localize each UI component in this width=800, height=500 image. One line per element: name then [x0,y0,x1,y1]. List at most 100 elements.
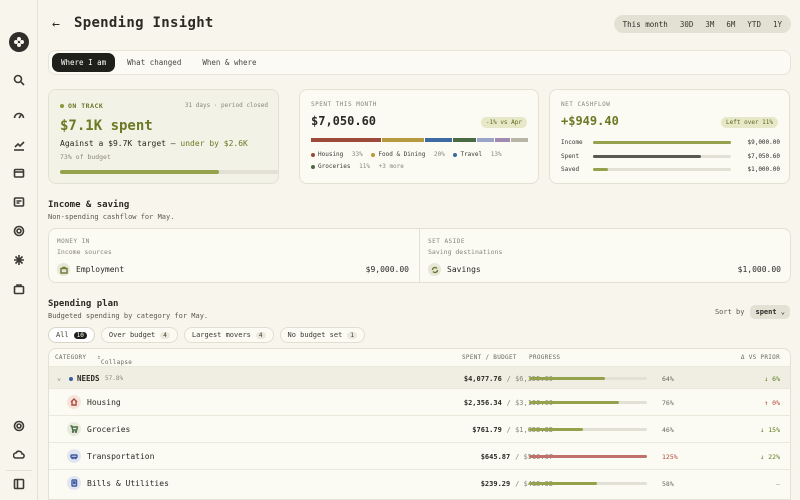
set-aside-sub: Saving destinations [428,248,503,256]
target-icon[interactable] [12,224,26,238]
page-title: Spending Insight [74,15,214,31]
tab-when-where[interactable]: When & where [202,58,257,67]
col-category: CATEGORY [55,354,87,361]
group-dot [69,377,73,381]
target-highlight: under by $2.6K [180,139,248,148]
group-name: NEEDS [77,374,100,383]
col-progress[interactable]: PROGRESS [529,354,561,361]
spent-this-month-card: SPENT THIS MONTH $7,050.60 -1% vs Apr Ho… [299,89,539,184]
cart-icon [67,422,81,436]
table-group-row[interactable]: ⌄ NEEDS 57.8% $4,077.76 / $6,355.00 64% … [49,366,790,388]
saving-destination-amount: $1,000.00 [737,265,781,274]
sort-select[interactable]: spent ⌄ [750,305,790,319]
app-logo[interactable] [9,32,29,52]
row-delta: — [776,480,780,488]
group-percent: 64% [662,375,674,383]
settings-icon[interactable] [12,419,26,433]
filter-largest-movers[interactable]: Largest movers 4 [183,327,274,343]
dashboard-icon[interactable] [12,109,26,123]
legend-item-groceries: Groceries 11% [311,163,370,170]
status-dot [60,104,64,108]
search-icon[interactable] [12,73,26,87]
filter-no-budget[interactable]: No budget set 1 [279,327,365,343]
filter-over-budget[interactable]: Over budget 4 [100,327,178,343]
stack-segment-3 [453,138,477,142]
range-6m[interactable]: 6M [726,19,736,29]
plan-section-title: Spending plan [48,299,119,309]
budget-status-card: ON TRACK 31 days · period closed $7.1K s… [48,89,279,184]
row-percent: 46% [662,426,674,434]
sidebar-toggle-icon[interactable] [12,477,26,491]
cloud-sync-icon[interactable] [12,448,26,462]
house-icon [67,395,81,409]
range-3m[interactable]: 3M [705,19,715,29]
car-icon [67,449,81,463]
money-in-panel: MONEY IN Income sources Employment $9,00… [49,229,420,282]
group-delta: ↓ 6% [764,375,780,383]
logo-icon [14,37,24,47]
cashflow-row-income: Income $9,000.00 [561,139,780,146]
plan-filters: All 10 Over budget 4 Largest movers 4 No bu… [48,327,371,343]
row-delta: ↓ 22% [760,453,780,461]
view-tabs: Where I am What changed When & where [48,50,791,75]
back-arrow-icon[interactable]: ← [52,17,60,32]
receipt-icon[interactable] [12,195,26,209]
legend-more[interactable]: +3 more [378,163,404,170]
sort-label: Sort by [714,308,745,316]
row-progress-bar [529,482,647,485]
row-progress-bar [529,428,647,431]
sparkle-icon[interactable] [12,253,26,267]
set-aside-label: SET ASIDE [428,238,466,245]
card-label: NET CASHFLOW [561,101,611,108]
col-spent-budget[interactable]: SPENT / BUDGET [462,354,517,361]
row-percent: 76% [662,399,674,407]
collapse-all-button[interactable]: ⇕ Collapse all [97,354,133,373]
plan-section-subtitle: Budgeted spending by category for May. [48,312,209,320]
col-delta[interactable]: Δ VS PRIOR [740,354,780,361]
sort-control: Sort by spent ⌄ [715,305,790,319]
briefcase-icon [57,263,70,276]
income-source-amount: $9,000.00 [365,265,409,274]
range-this-month[interactable]: This month [616,16,674,32]
range-30d[interactable]: 30D [679,19,694,29]
spent-summary: $7.1K spent [60,118,153,134]
cashflow-amount: +$949.40 [561,114,619,128]
category-name: Groceries [87,425,131,434]
legend-item-travel: Travel 13% [453,151,502,158]
group-share: 57.8% [105,375,124,382]
income-saving-panel: MONEY IN Income sources Employment $9,00… [48,228,791,283]
set-aside-panel: SET ASIDE Saving destinations Savings $1… [420,229,791,282]
cashflow-row-saved: Saved $1,000.00 [561,166,780,173]
stack-segment-4 [477,138,495,142]
filter-all[interactable]: All 10 [48,327,95,343]
chevron-down-icon[interactable]: ⌄ [57,374,62,382]
row-percent: 125% [662,453,678,461]
row-progress-bar [529,401,647,404]
wallet-icon[interactable] [12,166,26,180]
chart-icon[interactable] [12,138,26,152]
table-row[interactable]: Housing $2,356.34 / $3,100.00 76% ↑ 0% [49,388,790,415]
range-1y[interactable]: 1Y [772,19,782,29]
table-row[interactable]: Bills & Utilities $239.29 / $413.33 58% … [49,469,790,496]
range-ytd[interactable]: YTD [747,19,761,29]
saving-destination-name[interactable]: Savings [447,265,481,274]
tab-where-i-am[interactable]: Where I am [52,53,116,72]
net-cashflow-card: NET CASHFLOW +$949.40 Left over 11% Inco… [549,89,790,184]
spending-plan-table: CATEGORY ⇕ Collapse all SPENT / BUDGET P… [48,348,791,500]
income-source-name[interactable]: Employment [76,265,125,274]
cashflow-row-spent: Spent $7,050.60 [561,153,780,160]
stack-segment-0 [311,138,381,142]
budget-progress-bar [60,170,278,174]
status-badge: ON TRACK [60,102,103,110]
card-label: SPENT THIS MONTH [311,101,377,108]
table-row[interactable]: Groceries $761.79 / $1,653.33 46% ↓ 15% [49,415,790,442]
category-name: Bills & Utilities [87,479,169,488]
table-row[interactable]: Transportation $645.87 / $516.67 125% ↓ … [49,442,790,469]
row-delta: ↑ 0% [764,399,780,407]
target-text: Against a $9.7K target — [60,139,181,148]
category-legend: Housing 33% Food & Dining 20% Travel 13%… [311,149,531,173]
briefcase-icon[interactable] [12,282,26,296]
tab-what-changed[interactable]: What changed [127,58,182,67]
document-icon [67,476,81,490]
leftover-badge: Left over 11% [721,117,778,128]
